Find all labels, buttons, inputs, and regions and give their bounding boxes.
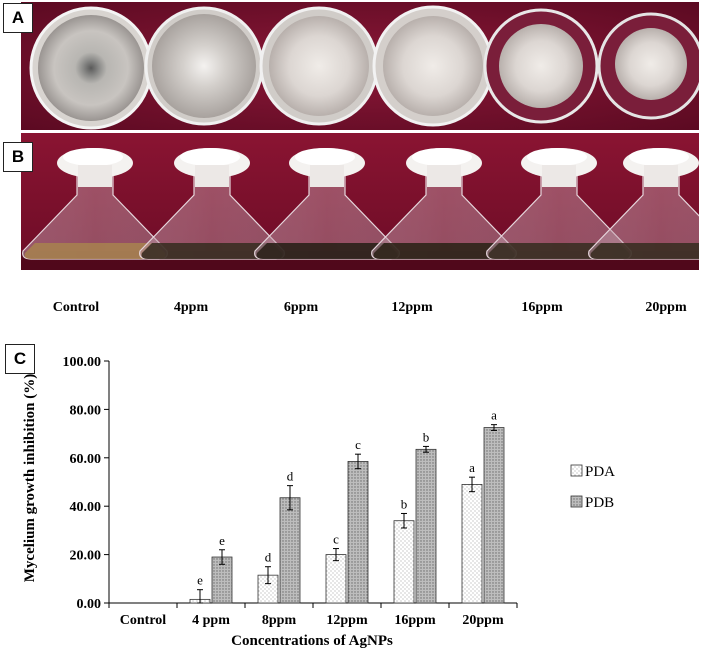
significance-label: c <box>355 437 361 452</box>
concentration-label: 4ppm <box>173 300 209 315</box>
legend: PDA PDB <box>570 464 615 511</box>
flask-photo <box>21 133 708 270</box>
bar-pdb <box>415 448 437 604</box>
cotton-plug-top <box>180 148 240 166</box>
flask <box>139 148 285 260</box>
cotton-plug-neck <box>78 165 112 187</box>
petri-dish <box>259 6 379 126</box>
cotton-plug-top <box>629 148 689 166</box>
cotton-plug-top <box>412 148 472 166</box>
panel-label-a: A <box>3 3 33 33</box>
cotton-plug-neck <box>644 165 678 187</box>
bar-pda <box>325 554 347 604</box>
flask-liquid <box>373 243 515 259</box>
y-tick-label: 100.00 <box>63 355 102 370</box>
x-tick-label: 8ppm <box>262 613 297 628</box>
legend-swatch <box>570 495 583 508</box>
petri-dish <box>144 6 264 126</box>
significance-label: e <box>219 533 225 548</box>
x-tick-label: 4 ppm <box>192 613 230 628</box>
legend-swatch <box>570 464 583 477</box>
bar-pdb <box>483 427 505 604</box>
panel-label-c: C <box>5 344 35 374</box>
flask-liquid <box>256 243 398 259</box>
y-tick-label: 60.00 <box>70 452 102 467</box>
significance-label: b <box>423 429 430 444</box>
y-tick-label: 20.00 <box>70 549 102 564</box>
flask-photo-svg <box>21 133 708 270</box>
flask-glass <box>588 172 708 260</box>
inhibition-bar-chart: Mycelium growth inhibition (%) Concentra… <box>22 355 615 649</box>
panel-label-b: B <box>3 142 33 172</box>
petri-dish <box>29 6 153 130</box>
concentration-label: 20ppm <box>645 300 687 315</box>
significance-label: d <box>287 469 294 484</box>
cotton-plug-top <box>527 148 587 166</box>
flask-liquid <box>24 243 166 259</box>
flask-liquid <box>141 243 283 259</box>
bar-pdb <box>279 497 301 604</box>
bar-pda <box>393 520 415 604</box>
bars: e e d d c c b b a a <box>189 408 505 604</box>
y-tick-label: 40.00 <box>70 500 102 515</box>
flask <box>22 148 168 260</box>
concentration-label: 6ppm <box>283 300 319 315</box>
concentration-labels: Control 4ppm 6ppm 12ppm 16ppm 20ppm <box>0 300 708 320</box>
legend-label: PDA <box>585 464 615 480</box>
petri-dish-photo <box>21 2 705 130</box>
cotton-plug-neck <box>195 165 229 187</box>
significance-label: b <box>401 496 408 511</box>
x-tick-label: 12ppm <box>326 613 368 628</box>
y-axis: 0.00 20.00 40.00 60.00 80.00 100.00 <box>63 355 110 612</box>
petri-dish <box>372 5 494 127</box>
x-tick-label: 20ppm <box>462 613 504 628</box>
flask <box>371 148 517 260</box>
significance-label: d <box>265 550 272 565</box>
bar-pda <box>461 484 483 604</box>
cotton-plug-neck <box>427 165 461 187</box>
cotton-plug-neck <box>542 165 576 187</box>
cotton-plug-top <box>295 148 355 166</box>
petri-dish <box>597 12 705 120</box>
significance-label: c <box>333 532 339 547</box>
x-axis-label: Concentrations of AgNPs <box>231 633 393 649</box>
x-axis: Control 4 ppm 8ppm 12ppm 16ppm 20ppm <box>108 602 518 628</box>
significance-label: a <box>491 408 497 423</box>
concentration-label: 16ppm <box>521 300 563 315</box>
cotton-plug-neck <box>310 165 344 187</box>
petri-dish <box>483 8 599 124</box>
y-tick-label: 0.00 <box>77 597 102 612</box>
y-tick-label: 80.00 <box>70 403 102 418</box>
y-axis-label: Mycelium growth inhibition (%) <box>22 374 38 582</box>
x-tick-label: 16ppm <box>394 613 436 628</box>
concentration-label: 12ppm <box>391 300 433 315</box>
flask <box>588 148 708 260</box>
concentration-label: Control <box>52 300 100 315</box>
significance-label: a <box>469 460 475 475</box>
x-tick-label: Control <box>120 613 167 628</box>
cotton-plug-top <box>63 148 123 166</box>
petri-dish-photo-svg <box>21 2 705 130</box>
flask-liquid <box>590 243 708 259</box>
significance-label: e <box>197 573 203 588</box>
legend-label: PDB <box>585 495 614 511</box>
bar-pdb <box>347 461 369 604</box>
